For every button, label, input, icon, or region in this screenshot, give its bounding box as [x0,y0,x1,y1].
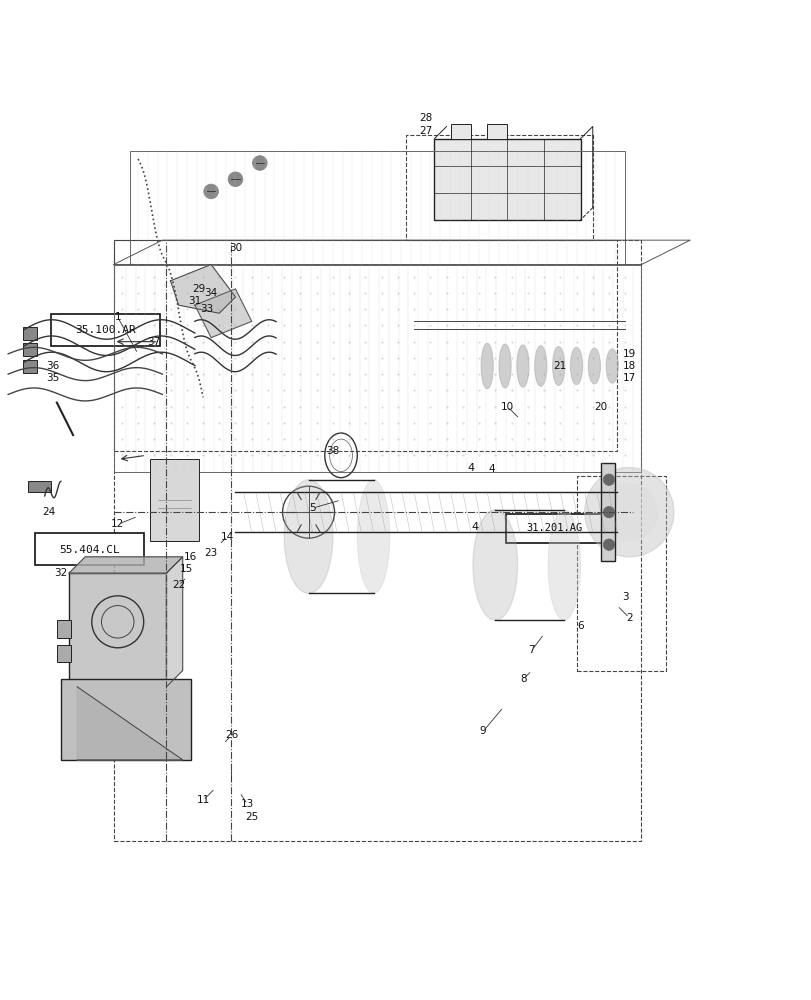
Text: 11: 11 [196,795,209,805]
Bar [28,481,51,492]
Text: 14: 14 [221,532,234,542]
Bar [114,265,641,472]
FancyBboxPatch shape [51,314,160,346]
Text: 9: 9 [479,726,486,736]
Text: 29: 29 [192,284,205,294]
Circle shape [600,484,657,541]
Ellipse shape [587,348,600,384]
Bar [150,459,199,541]
Bar [450,124,470,139]
Text: 55.404.CL: 55.404.CL [59,545,119,555]
Text: 20: 20 [594,402,607,412]
Bar [57,645,71,662]
Text: 19: 19 [622,349,635,359]
Text: 35: 35 [46,373,59,383]
Text: 16: 16 [184,552,197,562]
Text: 38: 38 [326,446,339,456]
Ellipse shape [357,480,389,593]
Polygon shape [69,557,182,573]
Bar [23,360,37,373]
Ellipse shape [284,480,333,593]
Polygon shape [77,687,182,760]
Text: 5: 5 [309,503,315,513]
Bar [406,135,592,240]
Text: 21: 21 [553,361,566,371]
Text: 2: 2 [625,613,632,623]
Polygon shape [195,289,251,338]
Bar [434,139,580,220]
Bar [23,343,37,356]
Bar [487,124,507,139]
Ellipse shape [516,345,529,387]
Text: 4: 4 [467,463,474,473]
Text: 31: 31 [188,296,201,306]
Text: 4: 4 [471,522,478,532]
Text: 7: 7 [528,645,534,655]
Text: 3: 3 [621,592,628,602]
Bar [114,240,641,841]
Text: 30: 30 [229,243,242,253]
Text: 33: 33 [200,304,213,314]
Text: 32: 32 [54,568,67,578]
Bar [69,573,166,687]
Text: 12: 12 [111,519,124,529]
Text: 25: 25 [245,812,258,822]
Text: 13: 13 [241,799,254,809]
Text: 10: 10 [500,402,513,412]
Text: 15: 15 [180,564,193,574]
Text: 23: 23 [204,548,217,558]
Text: 35.100.AR: 35.100.AR [75,325,135,335]
Circle shape [584,468,673,557]
Text: 17: 17 [622,373,635,383]
Circle shape [228,172,242,187]
Bar [576,476,665,671]
Text: 22: 22 [172,580,185,590]
Text: 37: 37 [148,337,161,347]
Circle shape [603,539,614,550]
Bar [114,240,616,451]
Ellipse shape [605,349,618,383]
Text: 34: 34 [204,288,217,298]
FancyBboxPatch shape [35,533,144,565]
Text: 4: 4 [487,464,494,474]
Circle shape [603,474,614,485]
Bar [130,151,624,265]
Text: 27: 27 [419,126,432,136]
Text: 36: 36 [46,361,59,371]
Text: 24: 24 [42,507,55,517]
Text: 1: 1 [114,312,121,322]
Text: 18: 18 [622,361,635,371]
Ellipse shape [547,510,580,620]
Polygon shape [166,557,182,687]
Circle shape [603,506,614,518]
Bar [57,620,71,638]
Ellipse shape [472,510,517,620]
Text: 26: 26 [225,730,238,740]
Ellipse shape [551,347,564,386]
Ellipse shape [480,343,492,389]
Text: 6: 6 [577,621,583,631]
Text: 31.201.AG: 31.201.AG [526,523,581,533]
Circle shape [204,184,218,199]
Ellipse shape [534,346,547,386]
Bar [23,327,37,340]
Ellipse shape [569,347,582,385]
Text: 28: 28 [419,113,432,123]
Bar [600,463,615,561]
Circle shape [252,156,267,170]
Text: 8: 8 [520,674,526,684]
FancyBboxPatch shape [505,514,602,543]
Bar [61,679,191,760]
Ellipse shape [498,344,511,388]
Polygon shape [170,265,235,313]
